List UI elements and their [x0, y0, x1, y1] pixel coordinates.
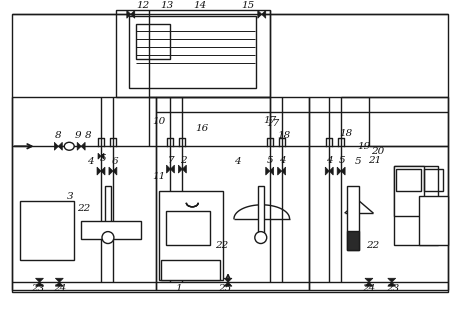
Text: 23: 23 [386, 284, 399, 293]
Bar [258, 186, 264, 236]
Polygon shape [166, 165, 171, 173]
Bar [394, 166, 424, 216]
Polygon shape [54, 142, 59, 150]
Polygon shape [178, 165, 183, 173]
Polygon shape [127, 10, 131, 18]
Text: 4: 4 [326, 156, 333, 165]
Bar [159, 191, 223, 280]
Text: 10: 10 [153, 117, 166, 126]
Polygon shape [97, 167, 101, 175]
Text: 12: 12 [137, 1, 150, 10]
Polygon shape [35, 278, 43, 282]
Text: 3: 3 [67, 192, 74, 201]
Polygon shape [278, 167, 282, 175]
Text: 19: 19 [357, 142, 370, 151]
Bar [81, 221, 141, 239]
Polygon shape [365, 278, 373, 282]
Bar [136, 24, 171, 59]
Text: 5: 5 [100, 154, 106, 163]
Text: 7: 7 [167, 156, 174, 165]
Polygon shape [77, 142, 81, 150]
Polygon shape [81, 142, 85, 150]
Bar [396, 169, 420, 191]
Text: 9: 9 [74, 131, 81, 140]
Text: 22: 22 [77, 204, 90, 213]
Text: 2: 2 [180, 156, 187, 165]
Polygon shape [109, 167, 113, 175]
Bar [12, 97, 155, 290]
Bar [160, 260, 220, 280]
Circle shape [255, 232, 267, 244]
Text: 5: 5 [355, 157, 362, 166]
Polygon shape [337, 167, 341, 175]
Bar [105, 186, 111, 236]
Polygon shape [388, 278, 396, 282]
Text: 4: 4 [234, 157, 241, 166]
Polygon shape [329, 167, 333, 175]
Polygon shape [55, 282, 63, 286]
Bar [129, 16, 256, 88]
Bar [165, 211, 210, 246]
Polygon shape [224, 278, 232, 282]
Text: 25: 25 [218, 284, 231, 293]
Text: 17: 17 [264, 117, 277, 126]
Bar [116, 10, 270, 97]
Bar [347, 231, 359, 250]
Text: 13: 13 [160, 1, 174, 10]
Bar [419, 196, 448, 246]
Text: 18: 18 [278, 131, 291, 140]
Text: 17: 17 [267, 119, 280, 128]
Text: 11: 11 [153, 172, 166, 181]
Polygon shape [101, 153, 104, 159]
Polygon shape [325, 167, 329, 175]
Bar [394, 166, 438, 246]
Ellipse shape [64, 142, 74, 150]
Polygon shape [98, 153, 101, 159]
Text: 22: 22 [215, 241, 228, 250]
Text: 22: 22 [366, 241, 379, 250]
Bar [424, 169, 443, 191]
Polygon shape [183, 165, 186, 173]
Polygon shape [282, 167, 285, 175]
Text: 15: 15 [241, 1, 254, 10]
Text: 8: 8 [54, 131, 61, 140]
Polygon shape [101, 167, 105, 175]
Polygon shape [270, 167, 274, 175]
Polygon shape [341, 167, 345, 175]
Text: 4: 4 [87, 157, 94, 166]
Polygon shape [262, 10, 266, 18]
Text: 4: 4 [278, 156, 285, 165]
Polygon shape [113, 167, 117, 175]
Bar [20, 201, 74, 260]
Bar [347, 186, 359, 250]
Text: 5: 5 [267, 156, 273, 165]
Text: 14: 14 [193, 1, 207, 10]
Text: 23: 23 [31, 284, 45, 293]
Polygon shape [258, 10, 262, 18]
Polygon shape [35, 282, 43, 286]
Text: 6: 6 [112, 157, 118, 166]
Text: 8: 8 [85, 131, 92, 140]
Text: 21: 21 [368, 156, 381, 165]
Polygon shape [55, 278, 63, 282]
Polygon shape [59, 142, 62, 150]
Bar [309, 97, 448, 290]
Polygon shape [266, 167, 270, 175]
Text: 24: 24 [53, 284, 67, 293]
Polygon shape [171, 165, 174, 173]
Text: 24: 24 [362, 284, 375, 293]
Polygon shape [224, 282, 232, 286]
Circle shape [102, 232, 114, 244]
Polygon shape [365, 282, 373, 286]
Text: 18: 18 [339, 129, 352, 138]
Text: 20: 20 [371, 147, 384, 156]
Bar [155, 97, 309, 290]
Text: 16: 16 [195, 124, 208, 133]
Text: 5: 5 [339, 156, 346, 165]
Polygon shape [388, 282, 396, 286]
Polygon shape [131, 10, 135, 18]
Text: 1: 1 [176, 284, 182, 293]
